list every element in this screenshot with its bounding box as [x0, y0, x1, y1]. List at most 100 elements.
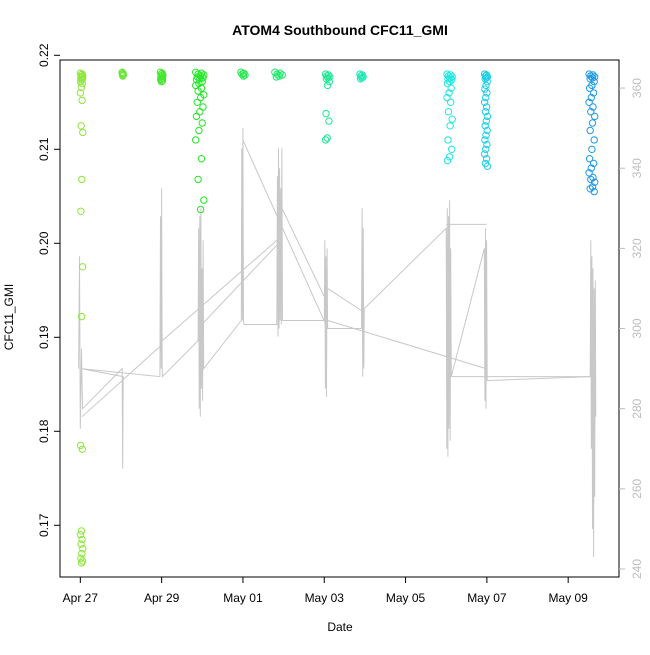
data-point [192, 112, 201, 121]
data-point [483, 89, 491, 97]
data-point [192, 136, 200, 144]
data-point [480, 98, 489, 107]
data-point [444, 108, 453, 116]
data-point [78, 535, 86, 544]
data-point [238, 70, 246, 78]
data-point [446, 122, 454, 130]
data-point [77, 527, 86, 535]
data-point [271, 68, 279, 76]
data-point [588, 145, 596, 154]
x-tick-label: May 05 [386, 591, 426, 605]
data-point [200, 196, 208, 204]
data-point [358, 74, 366, 82]
data-point [482, 117, 490, 125]
altitude-transit-line-5 [281, 208, 325, 297]
data-point [443, 79, 452, 88]
x-tick-label: May 01 [223, 591, 263, 605]
x-tick-label: Apr 29 [144, 591, 180, 605]
data-point [200, 71, 208, 79]
data-point [588, 183, 597, 191]
altitude-trace-line [78, 128, 597, 558]
data-point [158, 77, 167, 85]
data-point [443, 156, 452, 165]
data-point [79, 545, 87, 553]
data-point [443, 93, 451, 102]
data-point [77, 559, 86, 567]
data-point [589, 89, 598, 97]
data-point [589, 159, 598, 168]
data-point [196, 205, 205, 214]
data-point [482, 155, 491, 163]
data-point [588, 119, 597, 127]
data-point [78, 79, 87, 88]
data-point [444, 136, 452, 144]
data-point [323, 81, 332, 90]
data-point [586, 126, 594, 135]
altitude-transit-line-6 [327, 288, 365, 313]
y-tick-label: 0.17 [37, 513, 51, 537]
data-point [159, 71, 167, 79]
x-tick-label: May 03 [305, 591, 345, 605]
data-point [78, 549, 86, 558]
data-point [77, 122, 85, 130]
y2-tick-label: 320 [630, 238, 644, 258]
data-point [356, 75, 365, 83]
data-point [323, 134, 331, 142]
data-point [590, 187, 598, 196]
altitude-transit-line-3 [197, 240, 282, 329]
data-point [79, 128, 87, 137]
data-point [157, 77, 166, 86]
y-tick-label: 0.22 [37, 43, 51, 67]
data-point [194, 175, 202, 184]
altitude-transit-line-1 [81, 344, 163, 418]
data-point [483, 112, 492, 121]
data-point [445, 89, 453, 97]
data-point [239, 72, 248, 80]
data-point [76, 89, 85, 97]
x-tick-label: May 09 [549, 591, 589, 605]
data-point [482, 145, 490, 154]
data-point [481, 122, 489, 130]
data-point [448, 145, 456, 154]
data-point [197, 155, 206, 163]
data-point [324, 74, 332, 82]
data-point [76, 531, 85, 539]
cfc11-scatter-series [76, 68, 599, 567]
x-axis-label: Date [327, 620, 353, 634]
data-point [76, 441, 85, 450]
data-point [587, 164, 595, 172]
data-point [321, 136, 330, 144]
y-tick-label: 0.20 [37, 231, 51, 255]
data-point [481, 85, 489, 93]
data-point [483, 140, 491, 149]
data-point [591, 112, 599, 121]
data-point [272, 73, 280, 81]
axes: Apr 27 Apr 29 May 01 May 03 May 05 May 07 May … [37, 43, 644, 605]
data-point [77, 312, 86, 321]
data-point [585, 98, 593, 107]
data-point [322, 109, 330, 118]
data-point [483, 77, 491, 86]
data-point [587, 93, 595, 102]
data-point [199, 74, 207, 82]
data-point [591, 178, 599, 186]
data-point [482, 93, 490, 102]
altitude-transit-line-4 [242, 139, 329, 329]
data-point [587, 72, 595, 80]
data-point [482, 81, 490, 90]
data-point [482, 131, 490, 139]
y2-tick-label: 280 [630, 398, 644, 418]
data-point [445, 77, 454, 86]
data-point [78, 445, 87, 453]
data-point [448, 115, 456, 123]
data-point [483, 73, 492, 81]
data-point [194, 87, 202, 95]
y2-tick-label: 360 [630, 78, 644, 98]
y-axis-label: CFC11_GMI [2, 284, 16, 350]
data-point [587, 108, 595, 116]
data-point [192, 68, 200, 76]
data-point [445, 153, 454, 161]
data-point [483, 162, 492, 170]
data-point [590, 77, 598, 86]
y2-tick-label: 260 [630, 478, 644, 498]
